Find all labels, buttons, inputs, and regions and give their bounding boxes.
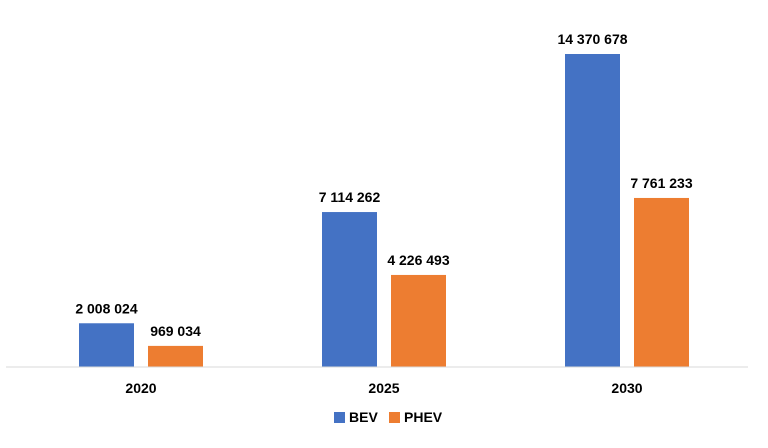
x-tick-label-2030: 2030 bbox=[611, 380, 642, 396]
bar-phev-2030 bbox=[634, 197, 689, 367]
bar-bev-2020 bbox=[79, 323, 134, 367]
legend-item-phev: PHEV bbox=[389, 409, 443, 425]
bars-layer bbox=[79, 54, 689, 367]
data-label-bev-2020: 2 008 024 bbox=[75, 300, 137, 316]
legend: BEV PHEV bbox=[334, 409, 443, 425]
data-label-bev-2030: 14 370 678 bbox=[557, 31, 627, 47]
bar-bev-2030 bbox=[565, 54, 620, 367]
data-label-phev-2030: 7 761 233 bbox=[630, 175, 692, 191]
legend-swatch-bev bbox=[334, 412, 345, 423]
data-label-bev-2025: 7 114 262 bbox=[319, 189, 381, 205]
x-tick-label-2020: 2020 bbox=[125, 380, 156, 396]
legend-label-bev: BEV bbox=[349, 409, 378, 425]
x-tick-labels: 2020 2025 2030 bbox=[125, 380, 642, 396]
legend-swatch-phev bbox=[389, 412, 400, 423]
data-labels-layer: 2 008 024 969 034 7 114 262 4 226 493 14 370… bbox=[75, 31, 692, 339]
legend-label-phev: PHEV bbox=[404, 409, 443, 425]
legend-item-bev: BEV bbox=[334, 409, 378, 425]
bar-phev-2020 bbox=[148, 345, 203, 367]
bar-phev-2025 bbox=[391, 274, 446, 367]
x-tick-label-2025: 2025 bbox=[368, 380, 399, 396]
data-label-phev-2025: 4 226 493 bbox=[387, 252, 449, 268]
data-label-phev-2020: 969 034 bbox=[150, 323, 201, 339]
bar-bev-2025 bbox=[322, 212, 377, 367]
